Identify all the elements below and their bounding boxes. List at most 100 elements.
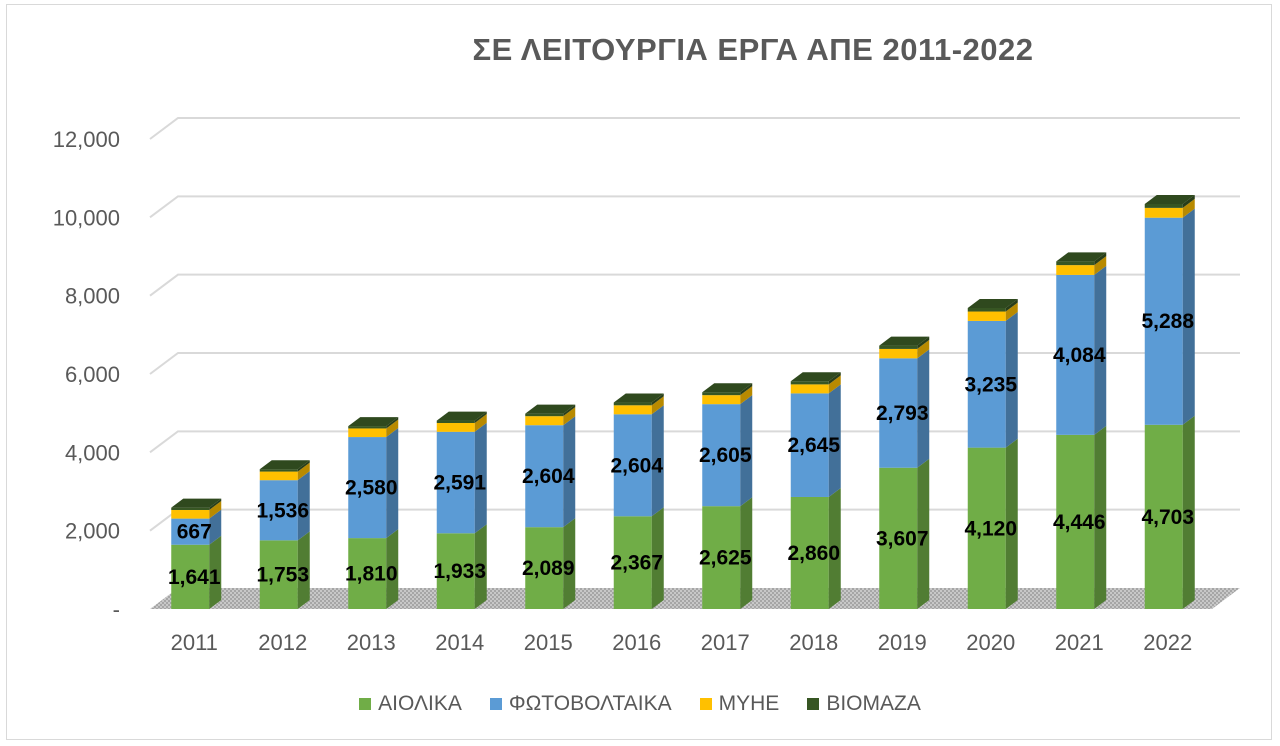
- bar-segment: [525, 404, 576, 417]
- bar-segment: [436, 411, 487, 423]
- x-tick-label: 2017: [701, 630, 750, 655]
- data-label: 2,604: [610, 454, 663, 477]
- data-label: 2,367: [610, 552, 663, 575]
- data-label: 1,933: [433, 560, 486, 583]
- bar-segment: [1056, 425, 1107, 609]
- bar-segment: [967, 438, 1018, 609]
- y-tick-label: 2,000: [65, 519, 120, 544]
- bar-segment: [1144, 415, 1195, 609]
- bar-segment: [1056, 256, 1107, 275]
- bar-segment: [525, 407, 576, 426]
- bar-segment: [171, 498, 222, 510]
- bar-segment: [436, 413, 487, 432]
- bar-segment: [613, 507, 664, 609]
- legend-item: ΒΙΟΜΑΖΑ: [807, 692, 921, 716]
- bar-segment: [436, 422, 487, 534]
- bar-segment: [879, 349, 930, 468]
- data-label: 4,120: [964, 517, 1017, 540]
- x-tick-label: 2011: [171, 630, 218, 655]
- data-label: 1,536: [256, 499, 309, 522]
- bar-segment: [348, 419, 399, 438]
- legend-swatch: [359, 698, 372, 710]
- data-label: 3,235: [964, 373, 1017, 396]
- x-tick-label: 2012: [258, 630, 307, 655]
- data-label: 1,753: [256, 564, 309, 587]
- bar-segment: [702, 497, 753, 609]
- bar-segment: [967, 302, 1018, 321]
- data-label: 2,860: [787, 542, 840, 565]
- bar-segment: [879, 339, 930, 359]
- legend-label: ΜΥΗΕ: [718, 692, 780, 715]
- bar-segment: [348, 417, 399, 429]
- bar-segment: [171, 500, 222, 519]
- x-tick-label: 2020: [966, 630, 1015, 655]
- bar-segment: [259, 462, 310, 481]
- bar-segment: [1056, 252, 1107, 266]
- x-tick-label: 2013: [347, 630, 396, 655]
- data-label: 3,607: [876, 527, 929, 550]
- bar-segment: [436, 524, 487, 609]
- y-tick-label: 8,000: [65, 284, 120, 309]
- x-tick-label: 2021: [1055, 630, 1104, 655]
- bar-segment: [259, 531, 310, 609]
- bar-segment: [613, 405, 664, 517]
- data-label: 5,288: [1141, 310, 1194, 333]
- legend-item: ΑΙΟΛΙΚΑ: [359, 692, 462, 716]
- bar-segment: [613, 396, 664, 415]
- y-tick-label: 6,000: [65, 362, 120, 387]
- x-tick-label: 2016: [612, 630, 661, 655]
- bar-segment: [348, 529, 399, 609]
- gridline: [149, 273, 1240, 297]
- data-label: 2,604: [522, 465, 575, 488]
- bar-segment: [1144, 198, 1195, 218]
- legend-swatch: [489, 698, 502, 710]
- bar-segment: [790, 375, 841, 394]
- legend-swatch: [699, 698, 712, 710]
- chart-legend: ΑΙΟΛΙΚΑ ΦΩΤΟΒΟΛΤΑΙΚΑ ΜΥΗΕ ΒΙΟΜΑΖΑ: [0, 692, 1280, 716]
- x-tick-label: 2015: [524, 630, 573, 655]
- data-label: 2,580: [345, 477, 398, 500]
- bar-segment: [702, 386, 753, 405]
- bar-segment: [879, 458, 930, 609]
- x-tick-label: 2019: [878, 630, 927, 655]
- data-label: 4,446: [1053, 511, 1106, 534]
- bar-segment: [967, 299, 1018, 312]
- bar-segment: [1144, 208, 1195, 425]
- y-tick-label: 4,000: [65, 440, 120, 465]
- bar-segment: [1056, 265, 1107, 435]
- bar-segment: [613, 393, 664, 406]
- legend-swatch: [807, 698, 820, 710]
- data-label: 667: [177, 521, 212, 544]
- x-tick-label: 2022: [1143, 630, 1192, 655]
- legend-label: ΦΩΤΟΒΟΛΤΑΙΚΑ: [508, 692, 672, 715]
- data-label: 1,810: [345, 563, 398, 586]
- bar-segment: [525, 518, 576, 609]
- y-tick-label: 10,000: [53, 205, 120, 230]
- bar-segment: [702, 395, 753, 507]
- bar-segment: [702, 383, 753, 396]
- bar-segment: [967, 311, 1018, 448]
- bar-segment: [790, 384, 841, 497]
- bar-segment: [171, 509, 222, 545]
- gridline: [149, 117, 1240, 140]
- legend-label: ΒΙΟΜΑΖΑ: [826, 692, 921, 715]
- chart-title: ΣΕ ΛΕΙΤΟΥΡΓΙΑ ΕΡΓΑ ΑΠΕ 2011-2022: [472, 32, 1034, 67]
- y-tick-label: 12,000: [53, 127, 120, 152]
- data-label: 2,605: [699, 444, 752, 467]
- legend-item: ΦΩΤΟΒΟΛΤΑΙΚΑ: [489, 692, 672, 716]
- legend-item: ΜΥΗΕ: [699, 692, 780, 716]
- y-tick-label: -: [113, 597, 120, 622]
- data-label: 1,641: [168, 566, 221, 589]
- data-label: 2,793: [876, 402, 929, 425]
- bar-segment: [259, 471, 310, 541]
- data-label: 2,591: [433, 472, 486, 495]
- legend-label: ΑΙΟΛΙΚΑ: [378, 692, 462, 715]
- chart-floor: [150, 588, 1240, 609]
- data-label: 2,645: [787, 434, 840, 457]
- bar-segment: [348, 428, 399, 539]
- x-tick-label: 2014: [435, 630, 484, 655]
- bar-segment: [879, 336, 930, 349]
- bar-segment: [525, 416, 576, 528]
- data-label: 2,089: [522, 557, 575, 580]
